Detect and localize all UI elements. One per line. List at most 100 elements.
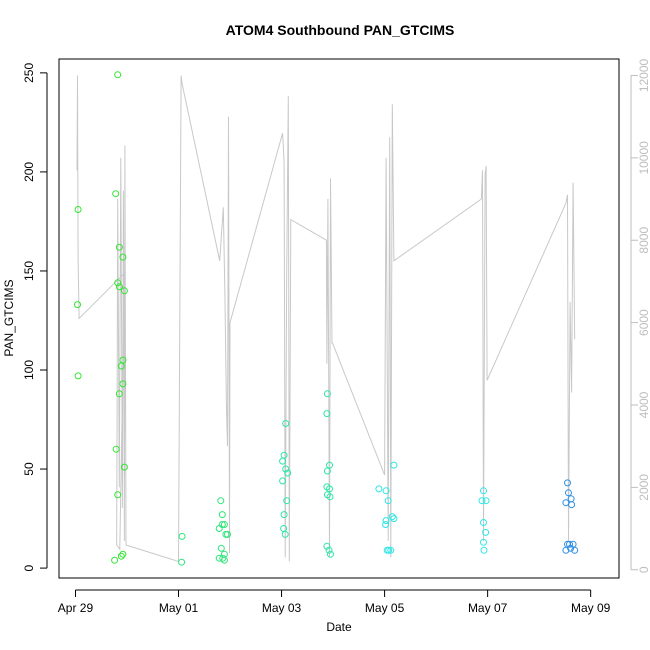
data-point-0-5 bbox=[115, 243, 123, 251]
x-tick-label-3: May 05 bbox=[365, 601, 405, 615]
data-point-3-15 bbox=[480, 519, 487, 526]
data-point-2-17 bbox=[326, 493, 334, 501]
x-tick-label-0: Apr 29 bbox=[58, 601, 94, 615]
data-point-0-14 bbox=[120, 463, 128, 471]
x-axis-label: Date bbox=[326, 620, 352, 634]
data-point-1-7 bbox=[218, 511, 226, 519]
data-point-1-13 bbox=[215, 554, 223, 562]
data-point-2-6 bbox=[283, 497, 291, 505]
data-point-0-15 bbox=[112, 445, 120, 453]
data-point-1-4 bbox=[218, 521, 226, 528]
y2-tick-label-1: 2000 bbox=[637, 474, 650, 501]
data-point-1-5 bbox=[220, 521, 228, 528]
data-point-0-18 bbox=[117, 552, 125, 560]
data-point-0-2 bbox=[74, 372, 82, 380]
data-point-0-0 bbox=[74, 206, 82, 213]
chart-title: ATOM4 Southbound PAN_GTCIMS bbox=[226, 22, 455, 38]
data-point-4-0 bbox=[564, 479, 571, 487]
data-point-2-12 bbox=[326, 461, 333, 469]
y2-tick-label-4: 8000 bbox=[637, 227, 650, 254]
y-tick-label-5: 250 bbox=[22, 63, 36, 83]
data-point-3-13 bbox=[482, 497, 490, 505]
x-tick-label-5: May 09 bbox=[571, 601, 611, 615]
data-point-0-11 bbox=[117, 362, 125, 370]
data-point-2-4 bbox=[284, 469, 292, 477]
data-point-3-14 bbox=[482, 528, 490, 536]
y-tick-label-1: 50 bbox=[22, 462, 36, 476]
data-point-1-9 bbox=[217, 544, 225, 552]
y2-series-line bbox=[76, 75, 576, 563]
data-point-3-6 bbox=[388, 513, 396, 521]
data-point-3-2 bbox=[384, 497, 392, 505]
data-point-3-1 bbox=[382, 487, 390, 495]
data-point-0-3 bbox=[112, 190, 120, 198]
scatter-layer bbox=[74, 71, 579, 566]
data-point-2-2 bbox=[279, 457, 287, 465]
data-point-0-19 bbox=[111, 556, 119, 564]
data-point-0-1 bbox=[74, 301, 81, 309]
data-point-3-5 bbox=[382, 521, 390, 528]
data-point-1-2 bbox=[217, 497, 225, 505]
data-point-2-15 bbox=[326, 485, 333, 493]
data-point-1-8 bbox=[220, 550, 228, 558]
data-point-1-0 bbox=[178, 532, 186, 540]
data-point-0-13 bbox=[119, 380, 127, 388]
data-point-2-13 bbox=[323, 467, 331, 475]
data-point-0-16 bbox=[114, 491, 122, 499]
data-point-4-9 bbox=[567, 544, 575, 552]
data-point-3-10 bbox=[387, 546, 395, 554]
data-point-3-16 bbox=[480, 538, 487, 546]
data-point-0-4 bbox=[114, 71, 122, 79]
data-point-2-18 bbox=[323, 542, 331, 550]
y-tick-label-0: 0 bbox=[22, 564, 36, 571]
y-axis-label: PAN_GTCIMS bbox=[2, 279, 16, 356]
data-point-3-0 bbox=[375, 485, 383, 493]
data-point-2-5 bbox=[279, 477, 287, 485]
data-point-2-0 bbox=[282, 420, 290, 427]
data-point-2-9 bbox=[281, 530, 289, 538]
data-point-2-10 bbox=[323, 390, 331, 398]
data-point-4-4 bbox=[568, 501, 576, 509]
y2-tick-label-6: 12000 bbox=[637, 58, 650, 92]
y2-tick-label-5: 10000 bbox=[637, 141, 650, 175]
data-point-2-7 bbox=[280, 511, 288, 519]
axes-layer: Apr 29 May 01 May 03 May 05 May 07 May 09 0 50 1… bbox=[22, 58, 650, 614]
data-point-3-9 bbox=[385, 546, 393, 554]
data-point-3-4 bbox=[382, 517, 390, 525]
data-point-4-1 bbox=[565, 489, 572, 497]
data-point-3-12 bbox=[478, 497, 486, 505]
data-point-0-6 bbox=[114, 279, 122, 287]
data-point-0-7 bbox=[115, 283, 123, 291]
data-point-2-11 bbox=[323, 410, 331, 418]
data-point-0-9 bbox=[120, 287, 128, 295]
y2-tick-label-3: 6000 bbox=[637, 309, 650, 336]
data-point-3-7 bbox=[390, 515, 398, 523]
data-point-4-10 bbox=[571, 546, 579, 554]
data-point-0-17 bbox=[119, 550, 127, 558]
x-tick-label-2: May 03 bbox=[262, 601, 302, 615]
data-point-2-3 bbox=[282, 465, 290, 473]
x-tick-label-4: May 07 bbox=[468, 601, 508, 615]
data-point-4-6 bbox=[566, 540, 573, 548]
y2-tick-label-0: 0 bbox=[637, 566, 650, 573]
data-point-0-8 bbox=[119, 253, 127, 261]
data-point-3-17 bbox=[480, 546, 488, 554]
data-point-0-12 bbox=[115, 390, 123, 398]
data-point-1-3 bbox=[215, 525, 223, 532]
y2-tick-label-2: 4000 bbox=[637, 391, 650, 418]
x-tick-label-1: May 01 bbox=[159, 601, 199, 615]
data-point-4-8 bbox=[562, 546, 570, 554]
data-point-1-12 bbox=[224, 530, 231, 538]
data-point-2-19 bbox=[325, 546, 333, 554]
data-point-2-20 bbox=[327, 550, 334, 558]
plot-frame bbox=[58, 58, 620, 579]
y-tick-label-2: 100 bbox=[22, 360, 36, 380]
y-tick-label-3: 150 bbox=[22, 261, 36, 281]
data-point-3-11 bbox=[480, 487, 487, 495]
data-point-1-1 bbox=[178, 558, 186, 566]
data-point-1-10 bbox=[219, 554, 227, 562]
data-point-3-3 bbox=[390, 461, 398, 469]
y2-line-layer bbox=[76, 75, 576, 563]
y-tick-label-4: 200 bbox=[22, 162, 36, 182]
